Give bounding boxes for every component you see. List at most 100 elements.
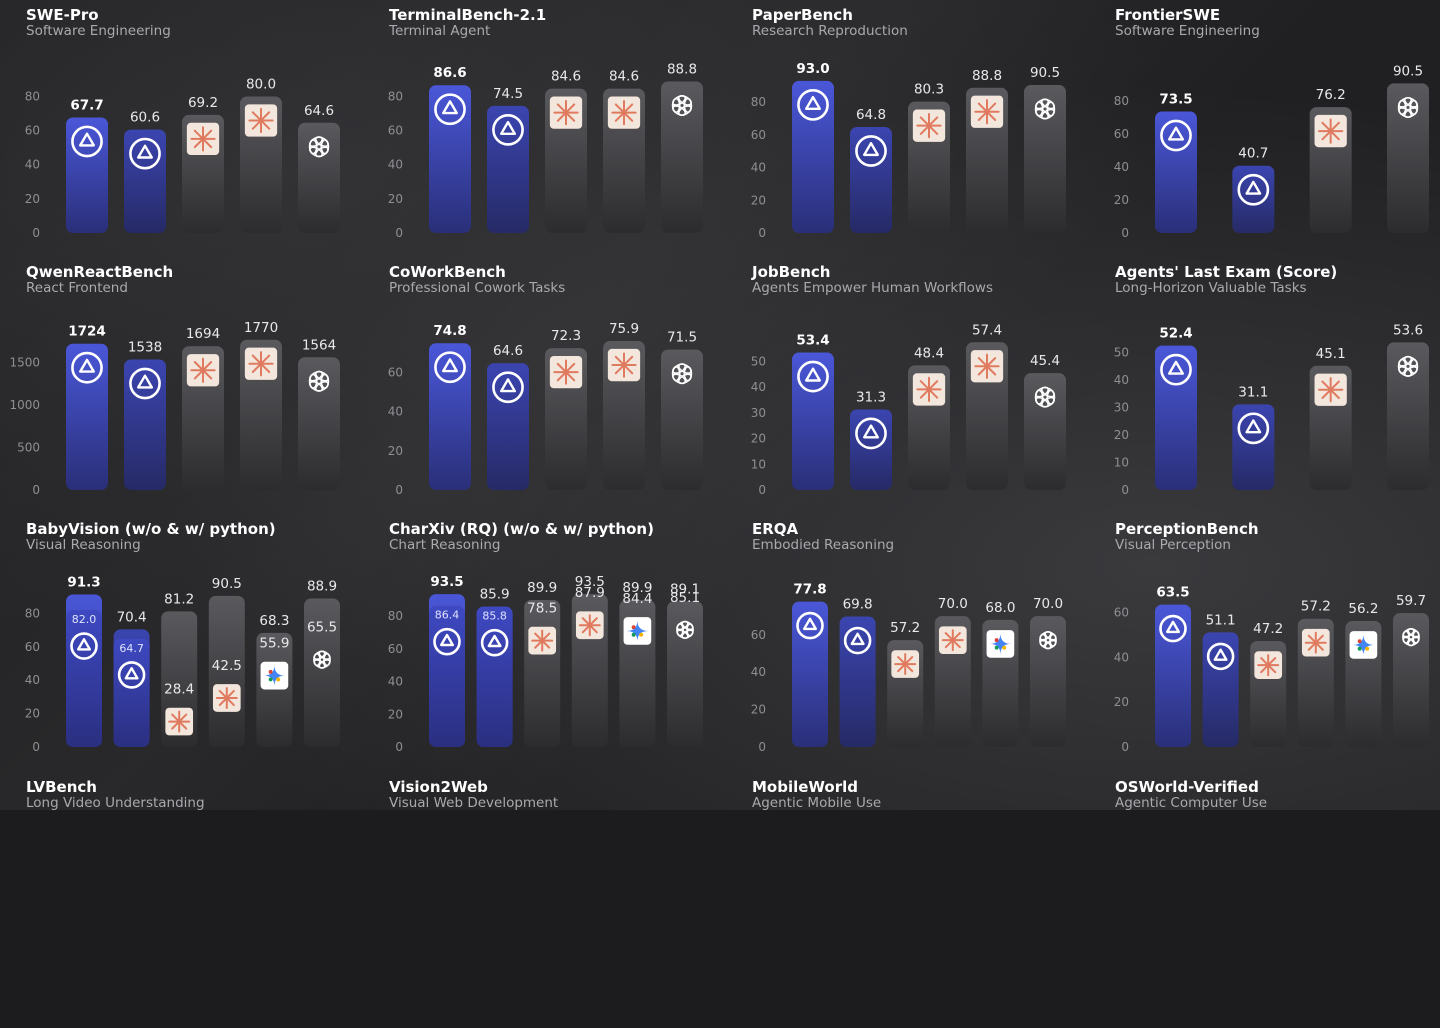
inner-value-label: 64.7 xyxy=(119,642,144,655)
openai-logo-icon xyxy=(1402,627,1420,647)
y-tick-label: 60 xyxy=(388,124,403,138)
value-label: 47.2 xyxy=(1253,621,1283,637)
value-label: 73.5 xyxy=(1159,92,1192,108)
bar-chart: 0 20 40 60 77.8 69.8 57.2 70.0 68.0 70.0 xyxy=(751,582,1066,754)
chart-subtitle: Visual Perception xyxy=(1115,537,1231,553)
chart-title: LVBench xyxy=(26,778,97,796)
y-tick-label: 40 xyxy=(751,665,766,679)
claude-logo-icon xyxy=(165,707,194,736)
y-tick-label: 40 xyxy=(25,673,40,687)
chart-panel: MobileWorld Agentic Mobile Use xyxy=(752,778,1072,1028)
y-tick-label: 40 xyxy=(388,158,403,172)
claude-logo-icon xyxy=(212,684,241,712)
bar xyxy=(256,632,293,747)
value-label: 59.7 xyxy=(1396,593,1426,609)
inner-value-label: 87.9 xyxy=(575,585,605,601)
y-tick-label: 40 xyxy=(1114,650,1129,664)
value-label: 74.5 xyxy=(493,86,523,102)
openai-logo-icon xyxy=(1039,631,1057,650)
value-label: 89.9 xyxy=(527,580,557,596)
value-label: 88.9 xyxy=(307,579,337,595)
openai-logo-icon xyxy=(313,650,331,669)
y-tick-label: 20 xyxy=(751,193,766,207)
claude-logo-icon xyxy=(607,96,641,129)
inner-bar xyxy=(429,605,465,747)
bar xyxy=(487,105,529,233)
chart-subtitle: Agentic Computer Use xyxy=(1115,795,1268,811)
openai-logo-icon xyxy=(1397,96,1419,118)
y-tick-label: 30 xyxy=(1114,400,1129,414)
inner-value-label: 85.1 xyxy=(670,590,700,606)
chart-panel: QwenReactBench React Frontend 0 500 1000 1500… xyxy=(9,263,346,513)
openai-logo-icon xyxy=(1034,98,1056,120)
qwen-logo-icon xyxy=(492,371,524,404)
value-label: 1538 xyxy=(128,339,162,355)
claude-logo-icon xyxy=(186,354,220,387)
chart-subtitle: Chart Reasoning xyxy=(389,537,501,553)
claude-logo-icon xyxy=(912,109,946,142)
y-tick-label: 80 xyxy=(388,89,403,103)
chart-panel: TerminalBench-2.1 Terminal Agent 0 20 40 60 80… xyxy=(388,6,709,256)
y-tick-label: 20 xyxy=(25,707,40,721)
value-label: 53.4 xyxy=(796,333,829,349)
chart-subtitle: Embodied Reasoning xyxy=(752,537,895,553)
qwen-logo-icon xyxy=(70,632,98,660)
chart-subtitle: Long Video Understanding xyxy=(26,795,205,811)
y-tick-label: 0 xyxy=(758,226,766,240)
y-tick-label: 20 xyxy=(751,432,766,446)
claude-logo-icon xyxy=(1254,651,1283,679)
chart-title: FrontierSWE xyxy=(1115,6,1221,24)
chart-panel: JobBench Agents Empower Human Workflows 0 1… xyxy=(751,263,1072,513)
chart-title: Vision2Web xyxy=(389,778,488,796)
value-label: 1694 xyxy=(186,326,220,342)
claude-logo-icon xyxy=(549,355,583,389)
openai-logo-icon xyxy=(1034,386,1056,408)
qwen-logo-icon xyxy=(843,626,872,655)
claude-logo-icon xyxy=(186,122,220,156)
value-label: 63.5 xyxy=(1156,585,1189,601)
gemini-logo-icon xyxy=(623,617,652,645)
claude-logo-icon xyxy=(1301,628,1330,657)
chart-panel: Agents' Last Exam (Score) Long-Horizon Va… xyxy=(1114,263,1435,513)
claude-logo-icon xyxy=(1314,114,1347,148)
claude-logo-icon xyxy=(891,650,920,678)
y-tick-label: 50 xyxy=(1114,345,1129,359)
qwen-logo-icon xyxy=(492,113,524,146)
y-tick-label: 0 xyxy=(395,483,403,497)
bar xyxy=(429,85,471,234)
chart-title: BabyVision (w/o & w/ python) xyxy=(26,520,276,538)
bar xyxy=(1155,604,1191,747)
value-label: 80.0 xyxy=(246,76,276,92)
value-label: 89.9 xyxy=(622,580,652,596)
y-tick-label: 60 xyxy=(1114,127,1129,141)
qwen-logo-icon xyxy=(796,611,824,640)
y-tick-label: 80 xyxy=(388,609,403,623)
chart-panel: CharXiv (RQ) (w/o & w/ python) Chart Reas… xyxy=(388,520,709,770)
qwen-logo-icon xyxy=(480,628,509,657)
chart-panel: SWE-Pro Software Engineering 0 20 40 60 80 67.7… xyxy=(25,6,346,256)
bar-chart: 0 20 40 60 80 82.0 91.3 64.7 70.4 28.4 81.2 42.5 90.… xyxy=(25,575,340,754)
chart-panel: CoWorkBench Professional Cowork Tasks 0 20 4… xyxy=(388,263,709,513)
y-tick-label: 20 xyxy=(388,192,403,206)
value-label: 69.2 xyxy=(188,95,218,111)
inner-value-label: 85.8 xyxy=(482,610,507,623)
bar xyxy=(487,363,529,490)
chart-subtitle: Visual Web Development xyxy=(389,795,559,811)
value-label: 89.1 xyxy=(670,581,700,597)
inner-bar xyxy=(66,610,102,747)
value-label: 48.4 xyxy=(914,345,944,361)
qwen-logo-icon xyxy=(129,137,161,170)
bar xyxy=(667,601,703,747)
value-label: 56.2 xyxy=(1348,601,1378,617)
value-label: 74.8 xyxy=(433,323,466,339)
qwen-logo-icon xyxy=(71,351,103,384)
y-tick-label: 0 xyxy=(395,740,403,754)
chart-title: CoWorkBench xyxy=(389,263,506,281)
y-tick-label: 40 xyxy=(751,380,766,394)
y-tick-label: 60 xyxy=(751,628,766,642)
y-tick-label: 40 xyxy=(1114,160,1129,174)
value-label: 1564 xyxy=(302,337,336,353)
value-label: 71.5 xyxy=(667,330,697,346)
inner-value-label: 28.4 xyxy=(164,682,194,698)
chart-subtitle: React Frontend xyxy=(26,280,128,296)
